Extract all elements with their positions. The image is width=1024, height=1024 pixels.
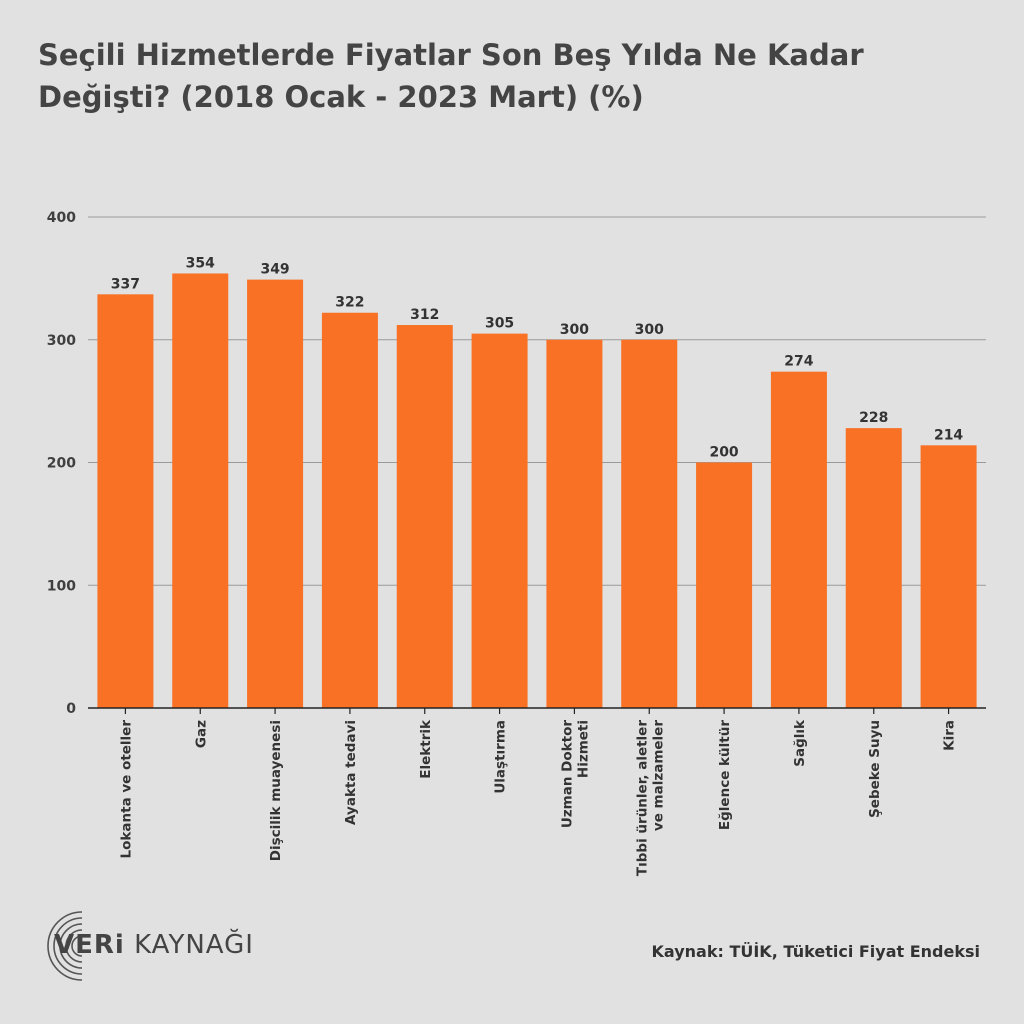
data-label: 305 bbox=[485, 316, 514, 332]
x-tick-label-line: Sağlık bbox=[792, 719, 808, 767]
data-label: 228 bbox=[859, 410, 888, 426]
x-tick-label: Elektrik bbox=[418, 719, 434, 779]
bar bbox=[770, 371, 827, 708]
x-tick-label: Ulaştırma bbox=[493, 720, 509, 794]
x-tick-label-line: Uzman Doktor bbox=[559, 720, 575, 828]
data-label: 200 bbox=[709, 445, 738, 461]
x-tick-label-line: Elektrik bbox=[418, 719, 434, 779]
bar bbox=[97, 294, 154, 708]
y-tick-label: 300 bbox=[47, 333, 76, 349]
data-label: 274 bbox=[784, 354, 813, 370]
data-label: 300 bbox=[635, 322, 664, 338]
x-tick-label-line: Kira bbox=[942, 720, 958, 751]
x-tick-label: Kira bbox=[942, 720, 958, 751]
logo-text-bold: VERi bbox=[54, 930, 125, 960]
x-tick-label-line: ve malzameler bbox=[650, 720, 666, 831]
data-label: 349 bbox=[260, 262, 289, 278]
y-tick-label: 0 bbox=[66, 701, 76, 717]
x-tick-label: Ayakta tedavi bbox=[343, 720, 359, 825]
x-tick-label: Tıbbi ürünler, aletler ve malzameler bbox=[634, 720, 666, 876]
bar bbox=[247, 279, 304, 708]
y-tick-label: 400 bbox=[47, 210, 76, 226]
x-tick-label-line: Hizmeti bbox=[575, 720, 591, 778]
x-tick-label: Lokanta ve oteller bbox=[118, 720, 134, 859]
bar bbox=[696, 462, 753, 708]
source-note: Kaynak: TÜİK, Tüketici Fiyat Endeksi bbox=[651, 942, 980, 961]
x-tick-label-line: Tıbbi ürünler, aletler bbox=[634, 720, 650, 876]
data-label: 312 bbox=[410, 307, 439, 323]
bar bbox=[546, 339, 603, 708]
x-tick-label-line: Ayakta tedavi bbox=[343, 720, 359, 825]
logo-text-light: KAYNAĞI bbox=[124, 930, 254, 960]
x-tick-label: Dişcilik muayenesi bbox=[268, 720, 284, 861]
x-tick-label-line: Şebeke Suyu bbox=[867, 720, 883, 818]
veri-kaynagi-logo-icon bbox=[47, 911, 83, 981]
data-label: 337 bbox=[111, 276, 140, 292]
x-tick-label-line: Lokanta ve oteller bbox=[118, 720, 134, 859]
x-tick-label: Şebeke Suyu bbox=[867, 720, 883, 818]
bar bbox=[396, 325, 453, 708]
bar bbox=[471, 333, 528, 708]
bar bbox=[920, 445, 977, 708]
x-tick-label-line: Ulaştırma bbox=[493, 720, 509, 794]
x-tick-label: Eğlence kültür bbox=[717, 720, 733, 830]
bar bbox=[172, 273, 229, 708]
bar bbox=[621, 339, 678, 708]
bar bbox=[321, 312, 378, 708]
chart-title: Seçili Hizmetlerde Fiyatlar Son Beş Yıld… bbox=[38, 38, 864, 114]
x-tick-label-line: Gaz bbox=[193, 720, 209, 748]
data-label: 300 bbox=[560, 322, 589, 338]
data-label: 322 bbox=[335, 295, 364, 311]
x-tick-label: Uzman Doktor Hizmeti bbox=[559, 720, 591, 828]
x-tick-label-line: Dişcilik muayenesi bbox=[268, 720, 284, 861]
data-label: 354 bbox=[186, 255, 215, 271]
logo-text: VERi KAYNAĞI bbox=[54, 930, 254, 960]
y-tick-label: 100 bbox=[47, 578, 76, 594]
x-tick-label: Sağlık bbox=[792, 719, 808, 767]
bar bbox=[845, 428, 902, 708]
data-label: 214 bbox=[934, 427, 963, 443]
y-tick-label: 200 bbox=[47, 456, 76, 472]
x-tick-label-line: Eğlence kültür bbox=[717, 720, 733, 830]
x-tick-label: Gaz bbox=[193, 720, 209, 748]
